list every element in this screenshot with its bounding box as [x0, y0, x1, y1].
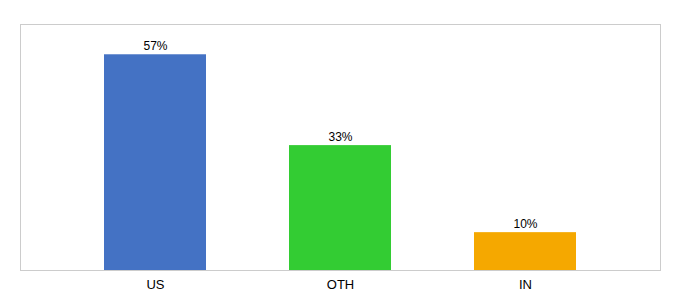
svg-text:US: US — [146, 277, 164, 292]
svg-text:57%: 57% — [143, 39, 167, 53]
svg-text:OTH: OTH — [327, 277, 354, 292]
svg-text:10%: 10% — [513, 217, 537, 231]
svg-text:33%: 33% — [328, 130, 352, 144]
svg-text:IN: IN — [519, 277, 532, 292]
